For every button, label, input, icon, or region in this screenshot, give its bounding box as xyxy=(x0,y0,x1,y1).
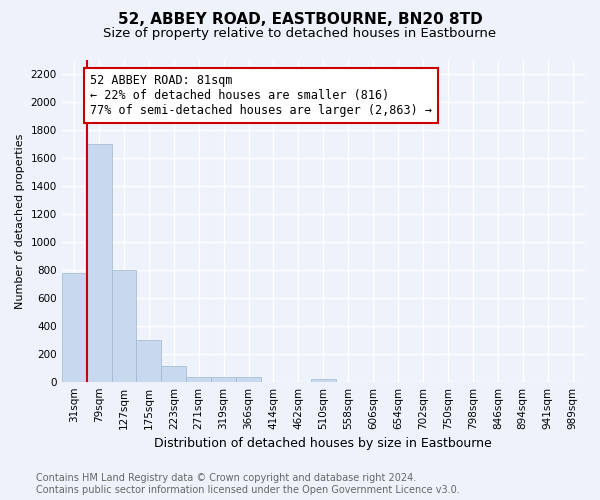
Bar xyxy=(86,144,112,382)
Bar xyxy=(211,378,236,382)
Bar xyxy=(62,272,86,382)
Bar xyxy=(112,270,136,382)
Text: 52, ABBEY ROAD, EASTBOURNE, BN20 8TD: 52, ABBEY ROAD, EASTBOURNE, BN20 8TD xyxy=(118,12,482,28)
X-axis label: Distribution of detached houses by size in Eastbourne: Distribution of detached houses by size … xyxy=(154,437,492,450)
Bar xyxy=(311,379,336,382)
Bar xyxy=(161,366,186,382)
Bar xyxy=(186,377,211,382)
Text: 52 ABBEY ROAD: 81sqm
← 22% of detached houses are smaller (816)
77% of semi-deta: 52 ABBEY ROAD: 81sqm ← 22% of detached h… xyxy=(91,74,433,117)
Y-axis label: Number of detached properties: Number of detached properties xyxy=(15,133,25,308)
Bar xyxy=(236,378,261,382)
Text: Contains HM Land Registry data © Crown copyright and database right 2024.
Contai: Contains HM Land Registry data © Crown c… xyxy=(36,474,460,495)
Bar xyxy=(136,340,161,382)
Text: Size of property relative to detached houses in Eastbourne: Size of property relative to detached ho… xyxy=(103,28,497,40)
